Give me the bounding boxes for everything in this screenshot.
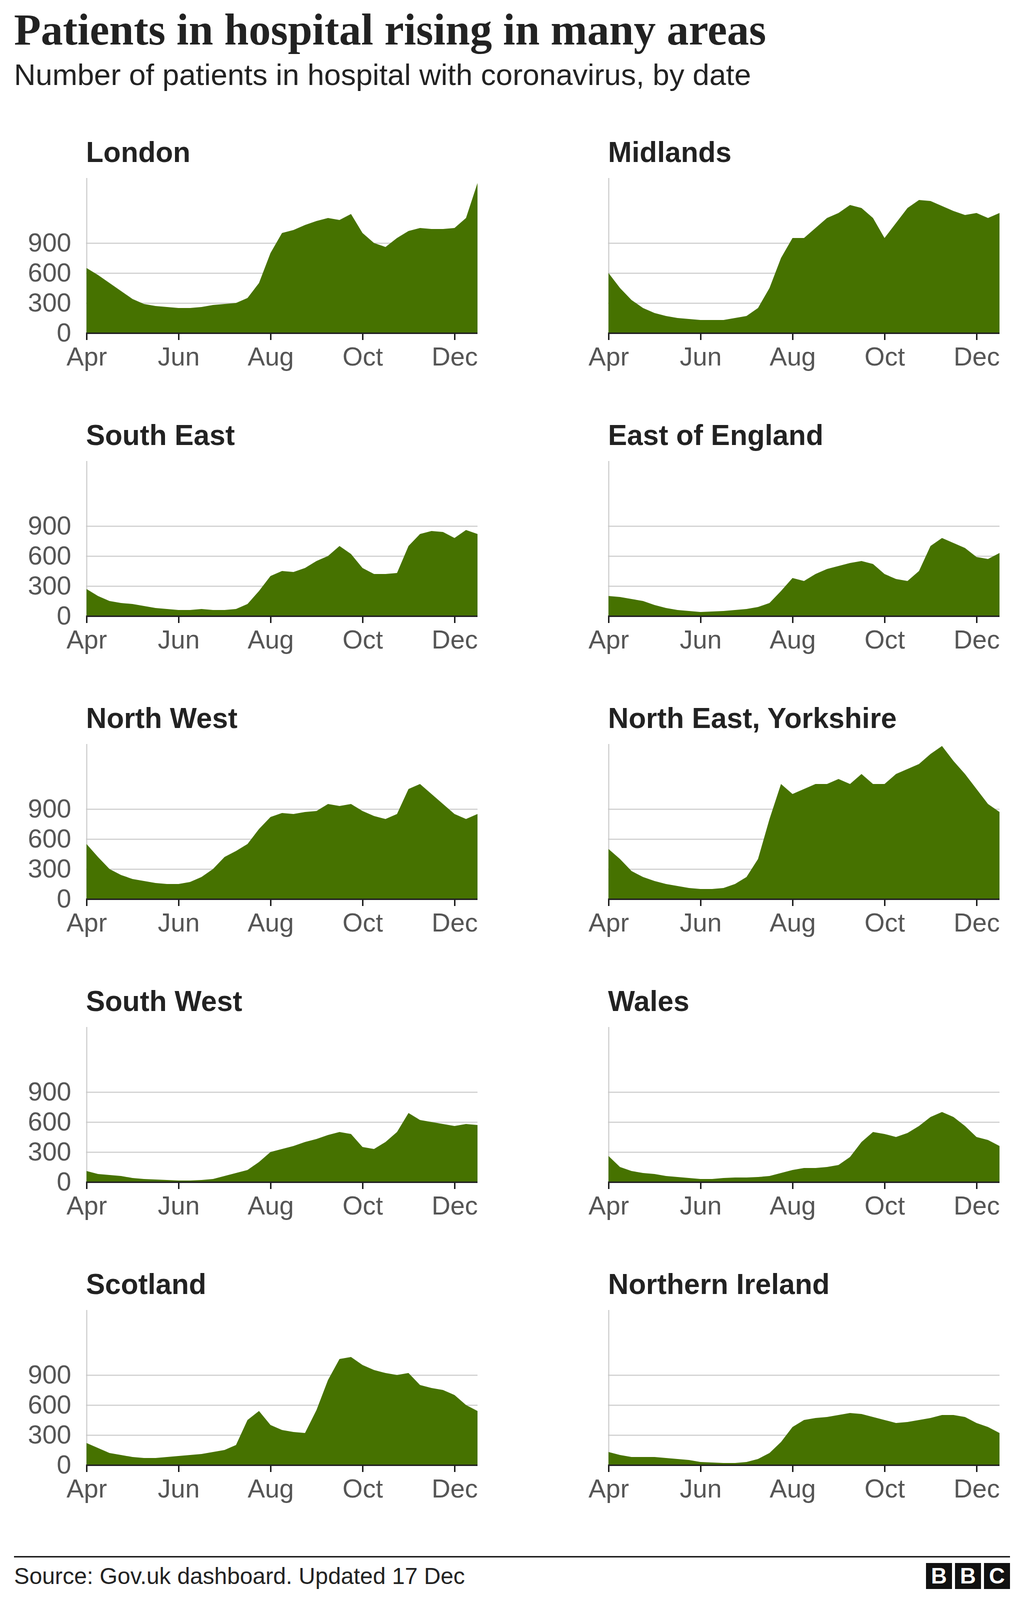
svg-text:0: 0 [56,1450,72,1480]
html-text:South East: South East [86,419,235,451]
svg-text:Apr: Apr [588,342,629,371]
svg-text:300: 300 [28,1420,72,1449]
html-text:Midlands: Midlands [608,136,732,168]
svg-text:0: 0 [56,318,72,348]
svg-text:0: 0 [56,884,72,914]
html-text:Northern Ireland: Northern Ireland [608,1268,830,1300]
html-text:South West: South West [86,985,243,1017]
html-text:North East, Yorkshire: North East, Yorkshire [608,702,897,734]
svg-text:Apr: Apr [588,1474,629,1503]
svg-text:Oct: Oct [342,342,383,371]
html-text:B: B [960,1563,976,1588]
svg-text:300: 300 [28,571,72,600]
svg-text:600: 600 [28,824,72,853]
svg-text:Oct: Oct [342,625,383,654]
svg-text:600: 600 [28,258,72,287]
svg-text:900: 900 [28,1077,72,1106]
svg-text:Dec: Dec [953,908,1000,937]
html-text:North West: North West [86,702,238,734]
svg-text:Aug: Aug [769,1191,816,1220]
svg-text:Apr: Apr [588,908,629,937]
svg-text:Jun: Jun [158,1191,200,1220]
svg-text:Oct: Oct [342,1474,383,1503]
svg-text:Jun: Jun [158,342,200,371]
svg-text:Jun: Jun [680,1191,722,1220]
svg-text:900: 900 [28,511,72,540]
svg-text:Aug: Aug [247,908,294,937]
svg-text:300: 300 [28,854,72,883]
svg-text:Jun: Jun [680,1474,722,1503]
svg-text:Jun: Jun [158,625,200,654]
svg-text:300: 300 [28,1137,72,1166]
svg-text:Apr: Apr [66,908,107,937]
svg-text:Apr: Apr [588,625,629,654]
svg-text:900: 900 [28,1360,72,1389]
svg-text:0: 0 [56,601,72,631]
html-text:East of England: East of England [608,419,824,451]
svg-text:900: 900 [28,228,72,257]
svg-text:0: 0 [56,1167,72,1197]
svg-text:Jun: Jun [680,625,722,654]
svg-text:Oct: Oct [864,1191,905,1220]
svg-text:Oct: Oct [864,908,905,937]
svg-text:Dec: Dec [953,1474,1000,1503]
svg-text:Dec: Dec [953,625,1000,654]
svg-text:Apr: Apr [66,1474,107,1503]
svg-text:Apr: Apr [588,1191,629,1220]
svg-text:600: 600 [28,1390,72,1419]
svg-text:Jun: Jun [158,908,200,937]
svg-text:Oct: Oct [864,1474,905,1503]
svg-text:Aug: Aug [247,1474,294,1503]
svg-text:Dec: Dec [431,908,478,937]
html-text:B: B [931,1563,947,1588]
svg-text:Aug: Aug [769,908,816,937]
svg-text:Aug: Aug [247,1191,294,1220]
html-text:Source: Gov.uk dashboard. Upda: Source: Gov.uk dashboard. Updated 17 Dec [14,1563,465,1589]
svg-text:Aug: Aug [247,342,294,371]
html-text:Number of patients in hospital: Number of patients in hospital with coro… [14,58,752,92]
html-text:London: London [86,136,191,168]
svg-text:Jun: Jun [680,908,722,937]
svg-text:Dec: Dec [431,1474,478,1503]
html-text:Patients in hospital rising in: Patients in hospital rising in many area… [14,5,767,54]
svg-text:Aug: Aug [769,342,816,371]
svg-text:Aug: Aug [247,625,294,654]
svg-text:Aug: Aug [769,1474,816,1503]
svg-text:Apr: Apr [66,1191,107,1220]
svg-text:Jun: Jun [158,1474,200,1503]
svg-text:Oct: Oct [342,908,383,937]
svg-text:Dec: Dec [953,1191,1000,1220]
svg-text:Dec: Dec [431,1191,478,1220]
svg-text:Jun: Jun [680,342,722,371]
html-text:C: C [989,1563,1005,1588]
svg-text:Oct: Oct [342,1191,383,1220]
svg-text:Aug: Aug [769,625,816,654]
svg-text:Apr: Apr [66,625,107,654]
svg-text:600: 600 [28,541,72,570]
svg-text:Oct: Oct [864,342,905,371]
svg-text:Apr: Apr [66,342,107,371]
svg-text:Dec: Dec [431,342,478,371]
html-text:Scotland: Scotland [86,1268,207,1300]
html-text:Wales: Wales [608,985,690,1017]
svg-text:600: 600 [28,1107,72,1136]
svg-text:300: 300 [28,288,72,317]
svg-text:Dec: Dec [431,625,478,654]
svg-text:Dec: Dec [953,342,1000,371]
svg-text:Oct: Oct [864,625,905,654]
svg-text:900: 900 [28,794,72,823]
